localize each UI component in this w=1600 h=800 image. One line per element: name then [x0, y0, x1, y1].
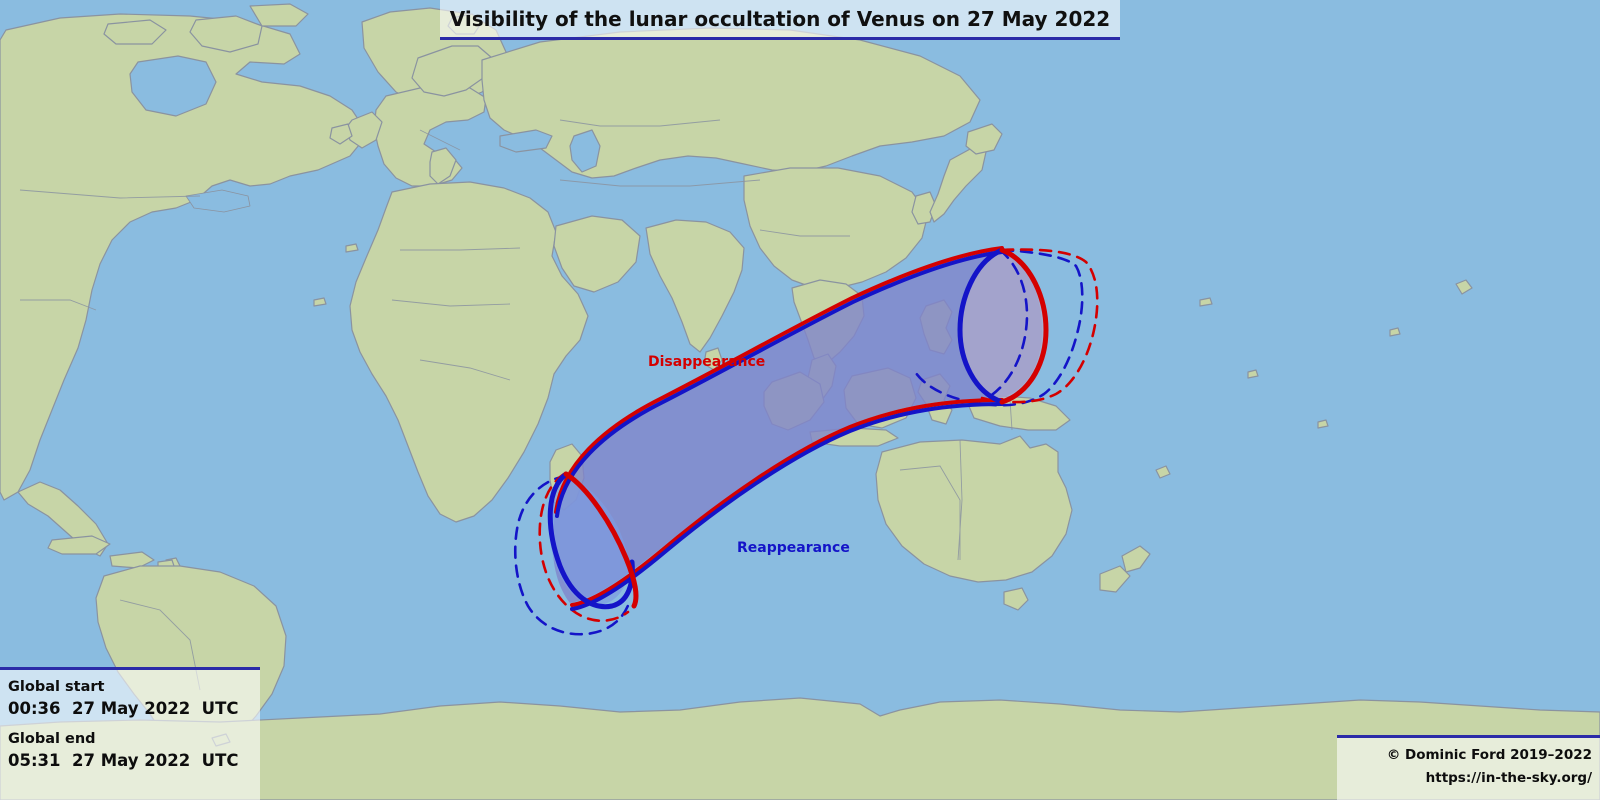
land-italy	[429, 147, 457, 185]
limit-curve-south-red	[570, 398, 1004, 607]
reappearance-label: Reappearance	[737, 540, 850, 556]
copyright-text: © Dominic Ford 2019–2022	[1386, 747, 1592, 763]
occultation-band-fill	[552, 250, 1042, 603]
water-hudson-bay	[129, 55, 217, 117]
global-start-value: 00:36 27 May 2022 UTC	[8, 699, 239, 719]
page-title: Visibility of the lunar occultation of V…	[449, 6, 1111, 31]
land-north-america	[0, 13, 369, 501]
land-australia	[875, 435, 1073, 583]
land-africa	[349, 181, 589, 523]
land-hawaii	[1455, 279, 1473, 295]
occultation-dashed-curves	[513, 248, 1099, 636]
land-fiji	[1155, 465, 1171, 479]
water-black-sea	[499, 129, 553, 153]
land-baffin-island	[189, 15, 263, 53]
land-victoria-island	[103, 19, 167, 45]
land-pacific-islets-3	[1389, 327, 1401, 337]
limit-curve-west-blue	[547, 471, 635, 610]
land-ellesmere	[249, 3, 309, 27]
land-antarctica	[0, 697, 1600, 800]
land-korea	[911, 191, 937, 225]
limit-curve-east-blue	[957, 247, 1005, 405]
dashed-blue-east	[912, 248, 1084, 407]
land-pacific-islets-1	[1247, 369, 1259, 379]
limit-curve-north-blue	[555, 250, 1004, 518]
limit-curve-south-blue	[570, 402, 1004, 611]
land-new-zealand-south	[1099, 565, 1131, 593]
global-end-value: 05:31 27 May 2022 UTC	[8, 751, 239, 771]
land-cuba	[47, 535, 111, 555]
occultation-solid-curves	[547, 246, 1049, 611]
limit-curve-north-red	[554, 246, 1004, 514]
credit-panel: © Dominic Ford 2019–2022 https://in-the-…	[1337, 735, 1600, 800]
global-end-label: Global end	[8, 731, 96, 748]
land-hokkaido	[965, 123, 1003, 155]
land-sri-lanka	[703, 347, 723, 371]
land-ireland	[329, 123, 353, 145]
land-new-zealand	[1121, 545, 1151, 573]
country-borders	[19, 119, 1013, 691]
land-tasmania	[1003, 587, 1029, 611]
global-end-block: Global end 05:31 27 May 2022 UTC	[8, 729, 260, 772]
dashed-blue-east-inner	[982, 248, 1029, 402]
land-india	[645, 219, 745, 353]
land-canary-islands	[345, 243, 359, 253]
land-pacific-islets-2	[1317, 419, 1329, 429]
limit-curve-west-red	[563, 471, 639, 609]
limit-curve-east-red	[999, 247, 1049, 405]
land-pacific-islets-4	[1199, 297, 1213, 307]
land-arabia	[553, 215, 641, 293]
dashed-blue-west	[513, 474, 632, 636]
land-east-asia	[743, 167, 929, 289]
global-start-block: Global start 00:36 27 May 2022 UTC	[8, 677, 260, 720]
dashed-red-east	[980, 248, 1099, 404]
water-great-lakes	[185, 189, 251, 213]
global-start-label: Global start	[8, 679, 105, 695]
water-caspian-sea	[569, 129, 601, 173]
land-cape-verde	[313, 297, 327, 307]
land-hispaniola	[109, 551, 155, 569]
title-panel: Visibility of the lunar occultation of V…	[440, 0, 1120, 40]
disappearance-label: Disappearance	[648, 354, 766, 370]
website-link[interactable]: https://in-the-sky.org/	[1425, 769, 1592, 786]
dashed-red-west	[538, 472, 630, 623]
land-scandinavia	[411, 45, 493, 97]
global-times-panel: Global start 00:36 27 May 2022 UTC Globa…	[0, 667, 260, 800]
occultation-west-lune	[550, 476, 629, 606]
